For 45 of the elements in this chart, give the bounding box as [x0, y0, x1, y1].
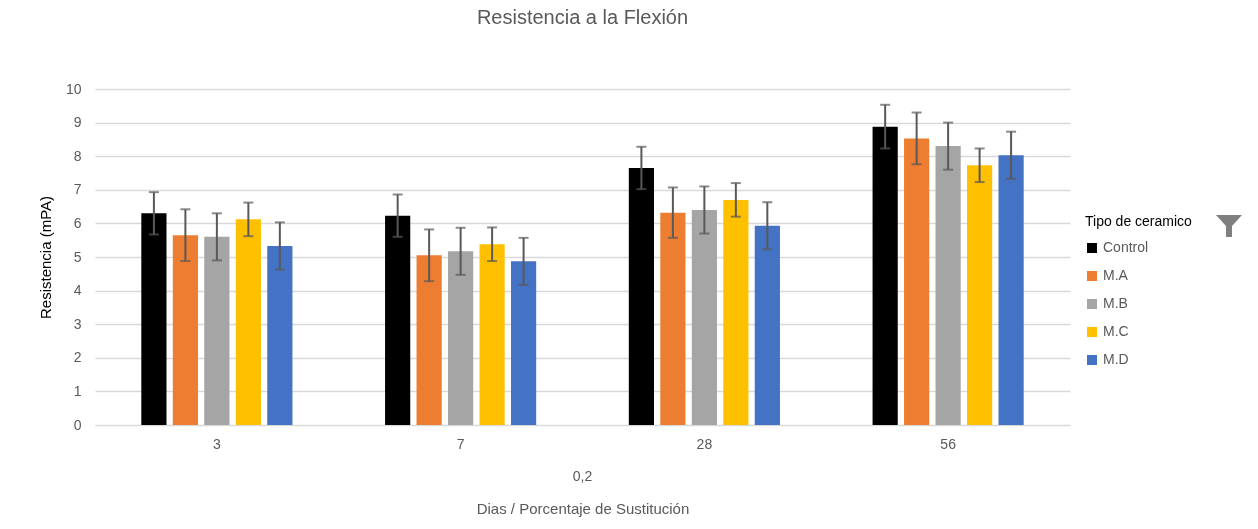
- legend-label: M.C: [1103, 323, 1129, 339]
- bar: [628, 167, 654, 425]
- y-tick-label: 0: [73, 416, 82, 433]
- y-tick-label: 5: [73, 248, 82, 265]
- bar: [872, 126, 898, 425]
- y-tick-label: 3: [73, 315, 82, 332]
- y-tick-label: 6: [73, 214, 82, 231]
- bar: [204, 236, 230, 425]
- bar: [998, 155, 1024, 425]
- bar: [511, 261, 537, 425]
- legend-label: M.A: [1103, 267, 1129, 283]
- text: 0,2: [571, 468, 594, 484]
- x-tick-label: 28: [696, 435, 713, 452]
- bar: [967, 165, 993, 425]
- y-tick-label: 7: [73, 181, 82, 198]
- bar: [267, 245, 293, 425]
- bar: [723, 199, 749, 425]
- x-tick-label: 56: [940, 435, 957, 452]
- bar: [416, 255, 442, 425]
- legend-label: M.D: [1103, 351, 1129, 367]
- bar: [691, 209, 717, 425]
- bar: [385, 215, 411, 425]
- y-tick-label: 4: [73, 282, 82, 299]
- bar: [935, 146, 961, 425]
- legend-title: Tipo de ceramico: [1085, 213, 1193, 229]
- y-axis-title: Resistencia (mPA): [36, 195, 54, 320]
- y-tick-label: 8: [73, 147, 82, 164]
- bar: [904, 138, 930, 425]
- x-axis-title: Dias / Porcentaje de Sustitución: [476, 499, 690, 517]
- x-tick-label: 7: [456, 435, 465, 452]
- bar: [660, 212, 686, 425]
- y-tick-label: 1: [73, 382, 82, 399]
- bar: [754, 225, 780, 425]
- x-tick-label: 3: [212, 435, 221, 452]
- legend-label: M.B: [1103, 295, 1128, 311]
- bar: [448, 251, 474, 425]
- bar: [172, 235, 198, 425]
- chart-title: Resistencia a la Flexión: [476, 6, 689, 28]
- legend-label: Control: [1103, 239, 1149, 255]
- bar: [479, 244, 505, 425]
- y-tick-label: 2: [73, 349, 82, 366]
- bar: [141, 213, 167, 425]
- bar: [235, 219, 261, 425]
- y-tick-label: 9: [73, 114, 82, 131]
- y-tick-label: 10: [65, 80, 82, 97]
